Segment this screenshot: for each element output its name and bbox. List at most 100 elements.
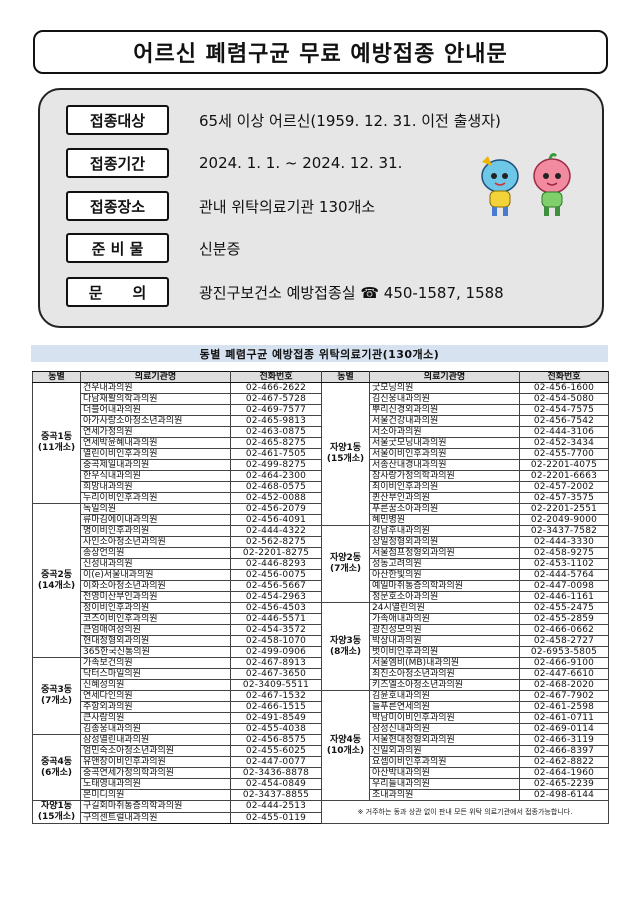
clinic-name: 건우내과의원 [80,382,231,394]
clinic-name: 연세박윤혜내과의원 [80,437,231,449]
clinic-name: 정이비인후과의원 [80,602,231,614]
header-phone: 전화번호 [230,371,322,383]
info-label: 접종대상 [66,105,169,135]
clinic-name: 24시열린의원 [369,602,520,614]
clinic-name: 최이비인후과의원 [369,481,520,493]
info-row: 접종대상 65세 이상 어르신(1959. 12. 31. 이전 출생자) [66,104,501,136]
clinic-phone: 02-464-1960 [519,767,609,779]
table-row: 중곡연세가정의학과의원 02-3436-8878 아산박내과의원 02-464-196… [33,767,609,779]
clinic-name: 다남재활의학과의원 [80,393,231,405]
dong-cell: 중곡1동 (11개소) [32,382,81,504]
clinic-name: 사인소아청소년과의원 [80,536,231,548]
table-row: 신혜성의원 02-3409-5511 키즈엘소아청소년과의원 02-468-2020 [33,679,609,691]
info-row: 접종기간 2024. 1. 1. ~ 2024. 12. 31. [66,147,402,179]
table-row: 본미디의원 02-3437-8855 조내과의원 02-498-6144 [33,789,609,801]
clinic-phone: 02-454-7575 [519,404,609,416]
table-row: 연세다인의원 02-467-1532 자양4동 (10개소) 김윤호내과의원 02-467… [33,690,609,801]
table-row: 다남재활의학과의원 02-467-5728 김신웅내과의원 02-454-5080 [33,393,609,405]
clinic-name: 희망내과의원 [80,481,231,493]
clinic-name: 중곡연세가정의학과의원 [80,767,231,779]
clinic-phone: 02-461-2598 [519,701,609,713]
table-row: 중곡제일내과의원 02-499-8275 서종산내경내과의원 02-2201-4075 [33,459,609,471]
clinic-name: 중곡제일내과의원 [80,459,231,471]
table-row: 구의센트럴내과의원 02-455-0119 [33,811,609,824]
clinic-name: 요셉이비인후과의원 [369,756,520,768]
table-row: 중곡3동 (7개소) 가족보건의원 02-467-8913 서울엠비(MB)내과의원 02… [32,657,609,735]
clinic-phone: 02-461-0711 [519,712,609,724]
clinic-phone: 02-469-7577 [230,404,322,416]
clinic-name: 퀸산부인과의원 [369,492,520,504]
table-row: 중곡1동 (11개소) 건우내과의원 02-466-2622 자양1동 (15개소) 굿모닝… [32,382,609,526]
clinic-name: 열린이비인후과의원 [80,448,231,460]
clinic-phone: 02-454-5080 [519,393,609,405]
info-panel: 접종대상 65세 이상 어르신(1959. 12. 31. 이전 출생자) 접종기간… [38,88,604,328]
clinic-name: 독일의원 [80,503,231,515]
clinic-name: 아산박내과의원 [369,767,520,779]
clinic-name: 현대정형외과의원 [80,635,231,647]
clinic-name: 키즈엘소아청소년과의원 [369,679,520,691]
clinic-name: 김종웅내과의원 [80,723,231,735]
table-row: 정이비인후과의원 02-456-4503 자양3동 (8개소) 24시열린의원 02-45… [33,602,609,691]
table-title: 동별 폐렴구균 예방접종 위탁의료기관(130개소) [31,345,608,362]
clinic-name: 구길회마취통증의학과의원 [80,800,231,813]
clinic-name: 노태영내과의원 [80,778,231,790]
clinic-name: 이화소아청소년과의원 [80,580,231,592]
info-value: 65세 이상 어르신(1959. 12. 31. 이전 출생자) [199,111,501,130]
table-row: 신성내과의원 02-446-8293 성동고려의원 02-453-1102 [33,558,609,570]
clinic-phone: 02-455-0119 [230,811,322,824]
table-row: 노태영내과의원 02-454-0849 우리들내과의원 02-465-2239 [33,778,609,790]
dong-cell: 자양1동 (15개소) [32,800,81,824]
clinic-phone: 02-457-3575 [519,492,609,504]
clinic-name: 박남미이비인후과의원 [369,712,520,724]
clinic-name: 더블어내과의원 [80,404,231,416]
dong-cell: 중곡4동 (6개소) [32,734,81,801]
clinic-phone: 02-444-5764 [519,569,609,581]
info-value: 관내 위탁의료기관 130개소 [199,197,376,216]
table-row: 이화소아청소년과의원 02-456-5667 예일마취통증의학과의원 02-447-0… [33,580,609,592]
clinic-name: 서울점프정형외과의원 [369,547,520,559]
clinic-name: 한우식내과의원 [80,470,231,482]
clinic-phone: 02-465-9813 [230,415,322,427]
clinic-phone: 02-2201-4075 [519,459,609,471]
table-row: 열린이비인후과의원 02-461-7505 서울이비인후과의원 02-455-7700 [33,448,609,460]
header-clinic: 의료기관명 [369,371,520,383]
clinic-phone: 02-456-8575 [230,734,322,746]
clinic-phone: 02-3437-7582 [519,525,609,537]
clinic-phone: 02-447-6610 [519,668,609,680]
clinic-phone: 02-446-8293 [230,558,322,570]
table-row: 닥터스마일의원 02-467-3650 최진소아청소년과의원 02-447-6610 [33,668,609,680]
clinic-name: 주항외과의원 [80,701,231,713]
clinic-name: 연세가정의원 [80,426,231,438]
clinic-name: 박상내과의원 [369,635,520,647]
clinic-phone: 02-6953-5805 [519,646,609,658]
clinic-phone: 02-454-0849 [230,778,322,790]
clinic-name: 전영미산부인과의원 [80,591,231,603]
clinic-phone: 02-2201-2551 [519,503,609,515]
clinic-phone: 02-467-7902 [519,690,609,702]
clinic-name: 큰사람의원 [80,712,231,724]
clinic-name: 늘푸른연세의원 [369,701,520,713]
table-row: 코즈이비인후과의원 02-446-5571 가족애내과의원 02-455-2859 [33,613,609,625]
clinic-phone: 02-2201-6663 [519,470,609,482]
clinic-name: 서울굿모닝내과의원 [369,437,520,449]
dong-cell: 자양3동 (8개소) [321,602,370,691]
table-row: 자양1동 (15개소) 구길회마취통증의학과의원 02-444-2513 ※ 거주하는 … [32,800,609,824]
clinic-name: 엄민숙소아청소년과의원 [80,745,231,757]
clinic-phone: 02-456-4503 [230,602,322,614]
clinic-phone: 02-499-0906 [230,646,322,658]
table-row: 큰사람의원 02-491-8549 박남미이비인후과의원 02-461-0711 [33,712,609,724]
clinic-phone: 02-466-1515 [230,701,322,713]
header-clinic: 의료기관명 [80,371,231,383]
table-row: 큰엄매여성의원 02-454-3572 광진성모의원 02-466-0662 [33,624,609,636]
clinic-name: 강남후내과의원 [369,525,520,537]
clinic-phone: 02-466-9100 [519,657,609,669]
table-row: 연세박윤혜내과의원 02-465-8275 서울굿모닝내과의원 02-452-3434 [33,437,609,449]
clinic-name: 닥터스마일의원 [80,668,231,680]
clinic-name: 가족애내과의원 [369,613,520,625]
clinic-name: 가족보건의원 [80,657,231,669]
clinic-phone: 02-455-2475 [519,602,609,614]
header-dong: 동별 [321,371,370,383]
clinic-name: 굿모닝의원 [369,382,520,394]
clinic-phone: 02-447-0098 [519,580,609,592]
clinic-name: 정문호소아과의원 [369,591,520,603]
